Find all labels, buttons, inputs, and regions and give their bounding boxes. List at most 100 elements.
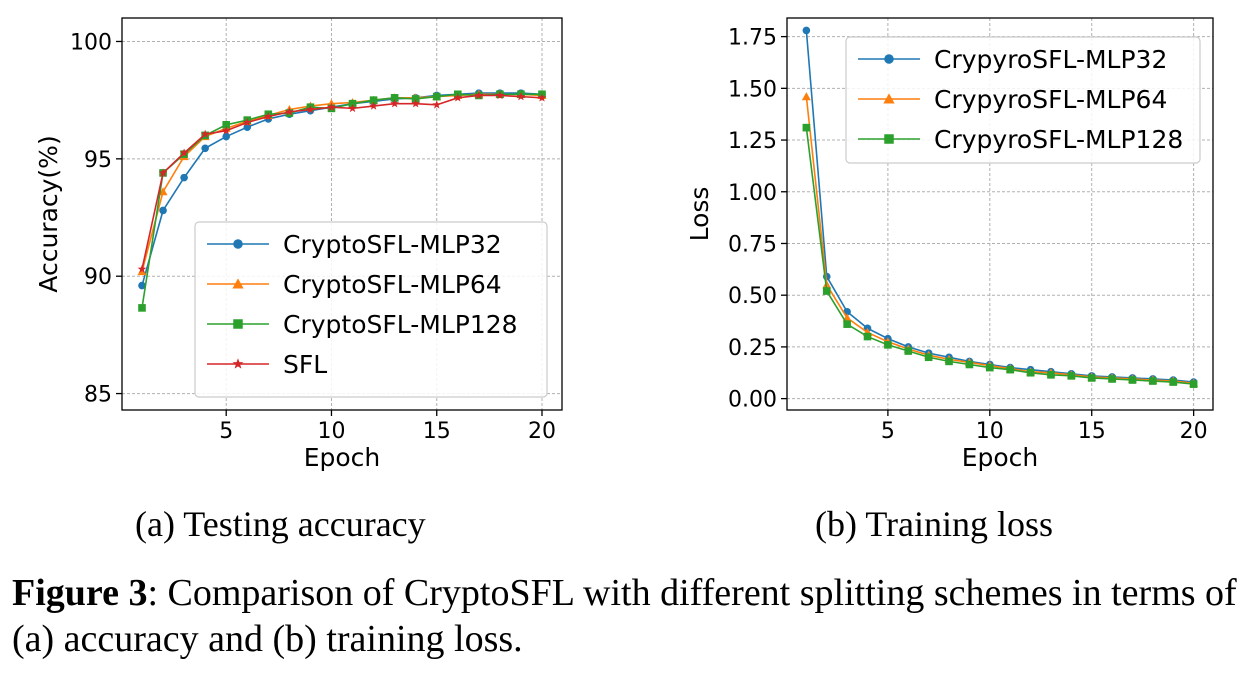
axes: 5 10 15 20 0.00 0.25 0.50 0.75 1.00 1.25 1.50 1.75 E… bbox=[685, 26, 1208, 472]
plot-frame bbox=[121, 17, 563, 411]
data-point bbox=[802, 123, 811, 132]
data-point bbox=[179, 148, 189, 157]
data-point bbox=[432, 92, 441, 101]
x-tick-label: 10 bbox=[976, 419, 1004, 444]
x-tick-label: 5 bbox=[219, 419, 233, 444]
data-point bbox=[284, 107, 294, 116]
data-point bbox=[801, 92, 811, 101]
legend: CrypyroSFL-MLP32 CrypyroSFL-MLP64 CrypyroS… bbox=[845, 36, 1201, 164]
y-tick-label: 85 bbox=[84, 383, 112, 408]
data-point bbox=[945, 357, 953, 366]
series-line bbox=[141, 94, 543, 270]
legend-marker bbox=[233, 319, 243, 329]
figure-caption: Figure 3: Comparison of CryptoSFL with d… bbox=[12, 570, 1247, 662]
legend-marker bbox=[233, 239, 243, 249]
x-axis-label: Epoch bbox=[962, 443, 1039, 472]
data-point bbox=[369, 101, 378, 110]
legend-label: SFL bbox=[283, 350, 327, 379]
data-point bbox=[221, 126, 231, 135]
data-point bbox=[306, 104, 315, 114]
y-tick-label: 1.75 bbox=[728, 26, 777, 51]
y-tick-label: 0.25 bbox=[728, 336, 777, 361]
data-point bbox=[495, 90, 505, 100]
y-tick-label: 1.00 bbox=[728, 181, 777, 206]
data-point bbox=[1108, 375, 1116, 383]
data-point bbox=[537, 93, 547, 102]
data-point bbox=[138, 304, 146, 312]
legend-box bbox=[194, 221, 548, 398]
data-point bbox=[1128, 376, 1137, 384]
plot-frame bbox=[786, 17, 1214, 411]
data-point bbox=[986, 363, 994, 372]
data-point bbox=[222, 121, 231, 129]
legend-marker bbox=[884, 54, 894, 64]
x-axis-label: Epoch bbox=[304, 443, 381, 472]
data-point bbox=[158, 168, 168, 177]
data-point bbox=[138, 281, 146, 290]
subcaption-a: (a) Testing accuracy bbox=[135, 504, 426, 544]
data-point bbox=[1047, 371, 1055, 379]
x-tick-label: 5 bbox=[881, 419, 895, 444]
y-axis-label: Loss bbox=[685, 187, 714, 242]
y-tick-label: 95 bbox=[84, 148, 112, 173]
y-tick-label: 100 bbox=[70, 30, 112, 55]
data-point bbox=[158, 187, 168, 196]
data-point bbox=[411, 95, 420, 103]
x-tick-label: 10 bbox=[317, 419, 345, 444]
caption-text: : Comparison of CryptoSFL with different… bbox=[12, 572, 1237, 660]
data-point bbox=[1149, 377, 1157, 385]
data-point bbox=[884, 341, 892, 349]
y-axis-label: Accuracy(%) bbox=[34, 135, 63, 292]
data-point bbox=[180, 173, 188, 182]
data-point bbox=[242, 117, 252, 127]
data-point bbox=[159, 206, 167, 215]
data-point bbox=[802, 26, 811, 35]
y-tick-label: 0.00 bbox=[728, 388, 777, 413]
legend-marker bbox=[883, 93, 895, 104]
data-point bbox=[411, 99, 421, 108]
series-4 bbox=[137, 90, 547, 273]
data-point bbox=[863, 332, 872, 341]
legend-label: CrypyroSFL-MLP32 bbox=[934, 45, 1167, 74]
data-point bbox=[453, 93, 463, 102]
data-point bbox=[904, 347, 913, 355]
data-point bbox=[369, 96, 378, 104]
legend: CryptoSFL-MLP32 CryptoSFL-MLP64 CryptoSFL-… bbox=[194, 221, 548, 398]
x-tick-label: 20 bbox=[1180, 419, 1208, 444]
x-tick-label: 15 bbox=[423, 419, 451, 444]
data-point bbox=[1087, 374, 1096, 382]
data-point bbox=[474, 90, 484, 100]
data-point bbox=[822, 280, 832, 289]
data-point bbox=[263, 111, 273, 121]
data-point bbox=[1169, 378, 1178, 386]
data-point bbox=[348, 99, 357, 108]
legend-marker bbox=[884, 134, 894, 144]
data-point bbox=[201, 144, 209, 153]
y-tick-label: 0.50 bbox=[728, 284, 777, 309]
legend-box bbox=[845, 36, 1201, 164]
data-point bbox=[1026, 368, 1035, 377]
legend-label: CrypyroSFL-MLP128 bbox=[934, 125, 1183, 154]
data-point bbox=[137, 264, 147, 273]
legend-label: CrypyroSFL-MLP64 bbox=[934, 85, 1167, 114]
axes: 5 10 15 20 85 90 95 100 Epoch Accuracy(%) bbox=[34, 30, 556, 472]
data-point bbox=[432, 100, 442, 109]
data-point bbox=[924, 353, 933, 362]
chart-loss: 5 10 15 20 0.00 0.25 0.50 0.75 1.00 1.25 1.50 1.75 E… bbox=[685, 17, 1214, 472]
series-group bbox=[801, 26, 1199, 388]
data-point bbox=[1006, 365, 1014, 374]
legend-label: CryptoSFL-MLP64 bbox=[283, 270, 502, 299]
data-point bbox=[822, 287, 831, 295]
data-point bbox=[390, 94, 399, 102]
legend-label: CryptoSFL-MLP32 bbox=[283, 230, 502, 259]
series-group bbox=[137, 89, 547, 312]
data-point bbox=[390, 99, 400, 108]
x-tick-label: 20 bbox=[528, 419, 556, 444]
legend-marker bbox=[232, 278, 244, 289]
chart-accuracy: 5 10 15 20 85 90 95 100 Epoch Accuracy(%) CryptoSF… bbox=[34, 17, 563, 472]
y-tick-label: 0.75 bbox=[728, 232, 777, 257]
data-point bbox=[1189, 380, 1198, 388]
y-tick-label: 1.50 bbox=[728, 77, 777, 102]
x-tick-label: 15 bbox=[1078, 419, 1106, 444]
